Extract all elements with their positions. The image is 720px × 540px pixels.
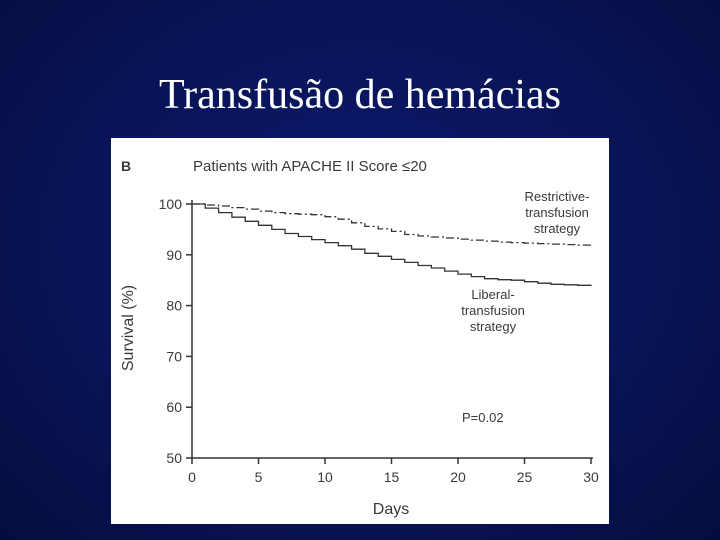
y-tick-label: 80	[166, 298, 182, 314]
x-tick-label: 15	[384, 469, 400, 485]
x-tick-label: 5	[255, 469, 263, 485]
series-layer	[192, 203, 592, 286]
x-tick-label: 10	[317, 469, 333, 485]
y-tick-label: 100	[159, 196, 183, 212]
slide-title: Transfusão de hemácias	[158, 72, 561, 118]
chart-panel: B Patients with APACHE II Score ≤20 Surv…	[111, 138, 609, 524]
y-tick-label: 90	[166, 247, 182, 263]
series-label-line: strategy	[470, 319, 517, 334]
y-tick-label: 70	[166, 348, 182, 364]
y-axis-label: Survival (%)	[120, 285, 137, 371]
series-line-liberal	[192, 203, 592, 286]
series-label-line: transfusion	[461, 303, 525, 318]
x-tick-label: 30	[583, 469, 599, 485]
axes: 50 60 70 80 90 100 0 5 10 15 20 25 30	[159, 196, 599, 485]
x-axis-label: Days	[373, 501, 409, 518]
series-label-line: Restrictive-	[524, 189, 589, 204]
chart-title: Patients with APACHE II Score ≤20	[193, 158, 427, 175]
series-label-line: strategy	[534, 221, 581, 236]
y-tick-label: 50	[166, 450, 182, 466]
series-line-restrictive	[192, 203, 592, 246]
x-tick-label: 20	[450, 469, 466, 485]
p-value-annotation: P=0.02	[462, 410, 504, 425]
panel-label: B	[121, 158, 131, 174]
series-label-restrictive: Restrictive-transfusion strategy	[524, 189, 589, 236]
series-label-liberal: Liberal-transfusion strategy	[461, 287, 525, 334]
y-tick-label: 60	[166, 399, 182, 415]
survival-chart: B Patients with APACHE II Score ≤20 Surv…	[120, 158, 599, 518]
series-label-line: transfusion	[525, 205, 589, 220]
x-tick-label: 0	[188, 469, 196, 485]
series-labels: Restrictive-transfusion strategyLiberal-t…	[461, 189, 589, 334]
x-tick-label: 25	[517, 469, 533, 485]
series-label-line: Liberal-	[471, 287, 514, 302]
